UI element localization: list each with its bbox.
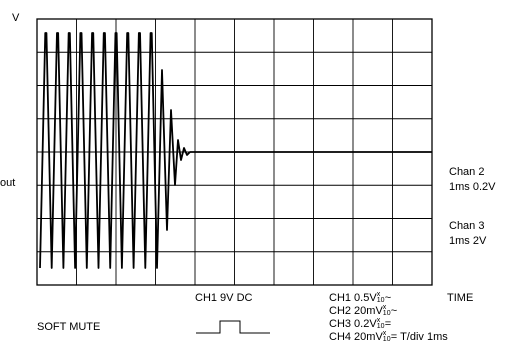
- ch1-setting: CH1 0.5V x 10 ~: [329, 291, 448, 305]
- chan2-name: Chan 2: [449, 166, 485, 178]
- soft-mute-pulse-icon: [196, 320, 270, 334]
- probe-ratio: x 10: [376, 291, 385, 304]
- probe-ratio: x 10: [382, 304, 391, 317]
- soft-mute-label: SOFT MUTE: [37, 321, 101, 333]
- ch2-value: CH2 20mV: [329, 305, 383, 317]
- ch2-setting: CH2 20mV x 10 ~: [329, 304, 448, 318]
- chan3-name: Chan 3: [449, 220, 485, 232]
- ch1-dc-label: CH1 9V DC: [195, 292, 253, 304]
- probe-ratio: x 10: [382, 330, 391, 343]
- trace-label-out: out: [0, 177, 16, 189]
- ch4-coupling-timebase: = T/div 1ms: [390, 331, 448, 343]
- ch1-coupling: ~: [384, 292, 392, 304]
- trace-group: [39, 32, 432, 269]
- ch3-setting: CH3 0.2V x 10 =: [329, 317, 448, 331]
- chan3-setting: 1ms 2V: [449, 235, 487, 247]
- ch4-setting: CH4 20mV x 10 = T/div 1ms: [329, 330, 448, 344]
- ch4-value: CH4 20mV: [329, 331, 383, 343]
- chan2-setting: 1ms 0.2V: [449, 181, 496, 193]
- ch3-value: CH3 0.2V: [329, 318, 377, 330]
- trace-ch2: [39, 32, 432, 269]
- ch3-coupling: =: [384, 318, 392, 330]
- probe-ratio: x 10: [376, 317, 385, 330]
- y-axis-unit: V: [12, 12, 20, 24]
- time-label: TIME: [447, 292, 474, 304]
- channel-settings: CH1 0.5V x 10 ~ CH2 20mV x 10 ~ CH3 0.2V x 10 = C…: [329, 291, 448, 344]
- ch2-coupling: ~: [390, 305, 398, 317]
- ch1-value: CH1 0.5V: [329, 292, 377, 304]
